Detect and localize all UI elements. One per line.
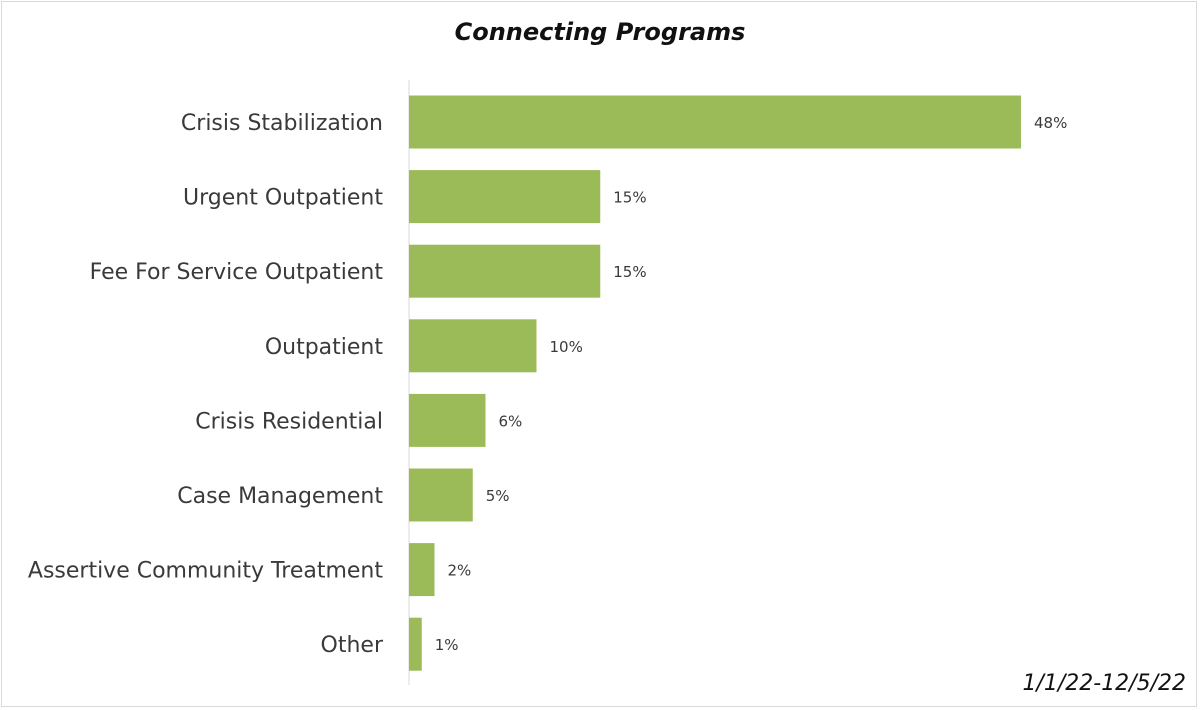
data-label: 6% <box>499 412 523 430</box>
bar <box>409 170 601 224</box>
data-label: 1% <box>435 636 459 654</box>
bar <box>409 617 422 671</box>
category-label: Outpatient <box>265 335 384 360</box>
data-label: 48% <box>1034 114 1067 132</box>
data-label: 10% <box>550 338 583 356</box>
date-range-label: 1/1/22-12/5/22 <box>1022 671 1186 696</box>
bar <box>409 543 435 597</box>
category-label: Crisis Stabilization <box>181 111 383 136</box>
bar <box>409 95 1021 149</box>
category-label: Assertive Community Treatment <box>28 559 383 584</box>
bar <box>409 319 537 373</box>
category-label: Fee For Service Outpatient <box>90 260 384 285</box>
data-label: 15% <box>613 189 646 207</box>
bar <box>409 393 486 447</box>
category-label: Other <box>321 633 384 658</box>
category-label: Urgent Outpatient <box>183 186 383 211</box>
category-label: Crisis Residential <box>195 409 383 434</box>
data-label: 2% <box>448 562 472 580</box>
category-label: Case Management <box>177 484 383 509</box>
bar <box>409 468 473 522</box>
data-label: 5% <box>486 487 510 505</box>
bar <box>409 244 601 298</box>
data-label: 15% <box>613 263 646 281</box>
chart-title: Connecting Programs <box>454 18 746 46</box>
